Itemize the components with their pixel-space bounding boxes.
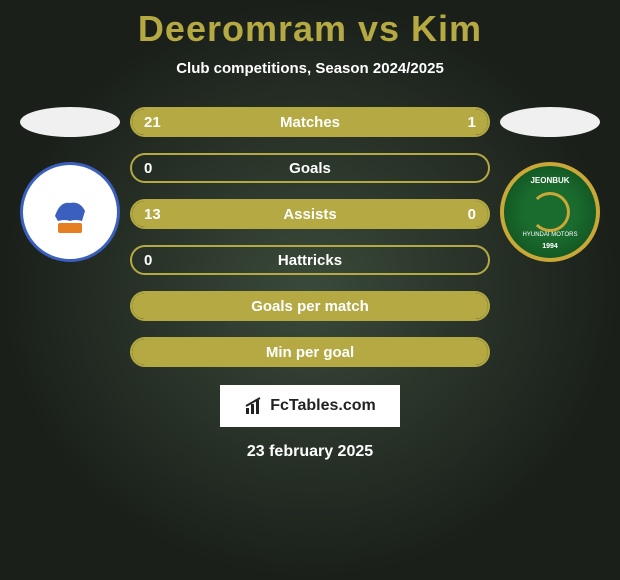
stat-value-left: 0 xyxy=(144,252,152,269)
team-2-logo-year: 1994 xyxy=(542,243,558,250)
stats-bars: 21 Matches 1 0 Goals 13 Assists 0 0 Hattricks Goal… xyxy=(130,107,490,367)
stat-bar: 0 Goals xyxy=(130,153,490,183)
horse-icon xyxy=(40,181,100,241)
stat-label: Hattricks xyxy=(278,252,342,269)
page-title: Deeromram vs Kim xyxy=(0,0,620,50)
stat-value-right: 0 xyxy=(468,206,476,223)
stat-value-left: 21 xyxy=(144,114,161,131)
stat-label: Goals per match xyxy=(251,298,369,315)
stat-bar: Goals per match xyxy=(130,291,490,321)
stat-value-left: 13 xyxy=(144,206,161,223)
footer-brand: FcTables.com xyxy=(220,385,400,427)
stat-bar: 13 Assists 0 xyxy=(130,199,490,229)
team-1-logo-inner xyxy=(40,181,100,244)
team-2-logo-name: JEONBUK xyxy=(530,176,569,185)
stat-label: Goals xyxy=(289,160,331,177)
chart-icon xyxy=(244,396,264,416)
stat-label: Min per goal xyxy=(266,344,354,361)
subtitle: Club competitions, Season 2024/2025 xyxy=(0,60,620,77)
stat-bar: Min per goal xyxy=(130,337,490,367)
player-2-column: JEONBUK HYUNDAI MOTORS 1994 xyxy=(490,107,610,262)
stat-label: Assists xyxy=(283,206,336,223)
stat-bar: 0 Hattricks xyxy=(130,245,490,275)
stat-bar: 21 Matches 1 xyxy=(130,107,490,137)
player-2-avatar xyxy=(500,107,600,137)
team-2-logo-sub: HYUNDAI MOTORS xyxy=(523,232,578,238)
swirl-icon xyxy=(530,192,570,232)
stat-label: Matches xyxy=(280,114,340,131)
player-1-column xyxy=(10,107,130,262)
team-1-logo xyxy=(20,162,120,262)
footer-brand-text: FcTables.com xyxy=(270,397,376,415)
date-text: 23 february 2025 xyxy=(0,443,620,461)
team-2-logo: JEONBUK HYUNDAI MOTORS 1994 xyxy=(500,162,600,262)
player-1-avatar xyxy=(20,107,120,137)
stat-value-left: 0 xyxy=(144,160,152,177)
comparison-main: 21 Matches 1 0 Goals 13 Assists 0 0 Hattricks Goal… xyxy=(0,107,620,367)
stat-value-right: 1 xyxy=(468,114,476,131)
